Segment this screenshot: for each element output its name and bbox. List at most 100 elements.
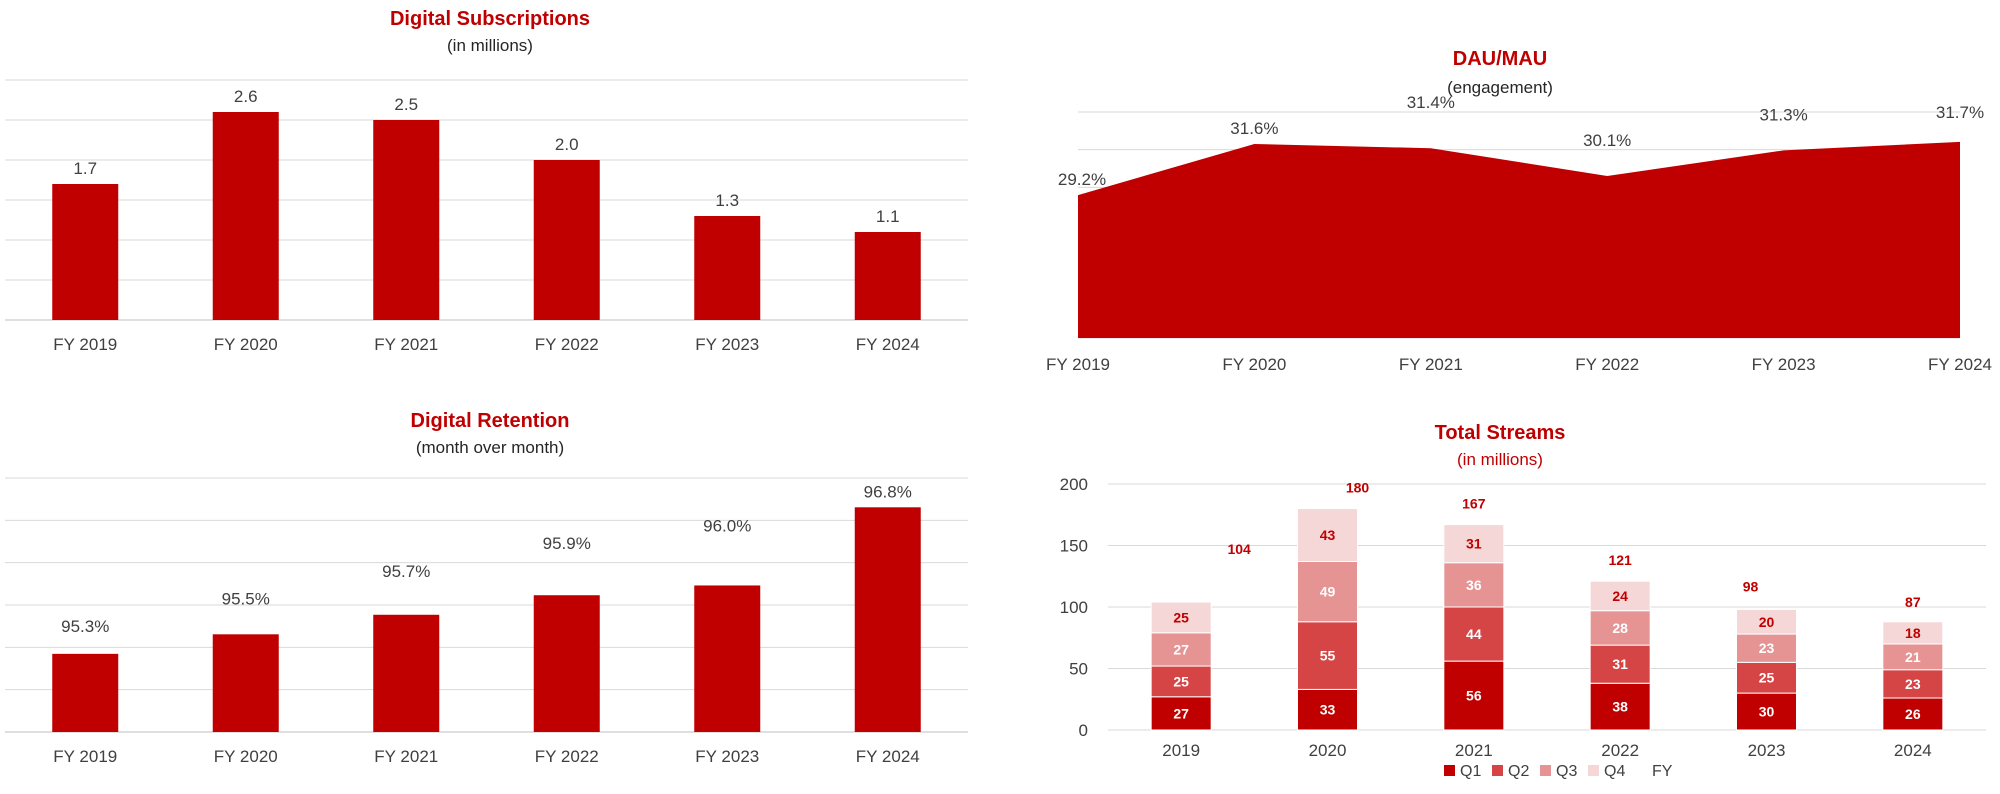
retention-plot: 95.3% FY 2019 95.5% FY 2020 95.7% FY 2021 95.9…	[5, 477, 968, 766]
x-tick-label: 2020	[1309, 741, 1347, 760]
bar	[694, 585, 761, 732]
bar	[212, 634, 279, 732]
legend-label: Q3	[1556, 763, 1577, 780]
x-tick-label: 2019	[1162, 741, 1200, 760]
data-label: 95.5%	[222, 589, 270, 608]
bar-segment-q1	[1882, 697, 1944, 731]
bar-segment-q1	[1150, 696, 1212, 731]
data-label: 2.0	[555, 135, 579, 154]
area-series	[1078, 141, 1960, 338]
legend-label: Q2	[1508, 763, 1529, 780]
bar-segment-q4	[1589, 580, 1651, 612]
subs-title: Digital Subscriptions	[389, 8, 591, 30]
segment-label: 33	[1320, 702, 1336, 718]
bar	[694, 216, 761, 320]
bar	[533, 595, 600, 732]
dau-subtitle: (engagement)	[1447, 78, 1553, 97]
x-tick-label: FY 2020	[214, 335, 278, 354]
x-tick-label: FY 2024	[856, 747, 920, 766]
streams-chart: Total Streams (in millions) 0 50 100 150 200…	[1020, 400, 2000, 794]
segment-label: 27	[1173, 705, 1189, 721]
segment-label: 23	[1759, 640, 1775, 656]
segment-label: 44	[1466, 626, 1482, 642]
x-tick-label: FY 2024	[856, 335, 920, 354]
y-tick-label: 50	[1069, 660, 1088, 679]
segment-label: 31	[1612, 656, 1628, 672]
streams-title: Total Streams	[1434, 422, 1566, 444]
x-tick-label: 2021	[1455, 741, 1493, 760]
y-tick-label: 100	[1060, 598, 1088, 617]
segment-label: 30	[1759, 704, 1775, 720]
x-tick-label: 2024	[1894, 741, 1932, 760]
dau-chart: DAU/MAU (engagement) 29.2% FY 2019 31.6% FY…	[1020, 0, 2000, 390]
legend-label: Q1	[1460, 763, 1481, 780]
total-label: 180	[1346, 480, 1370, 496]
bar	[52, 184, 119, 320]
subs-chart: Digital Subscriptions (in millions) 1.7 F…	[0, 0, 980, 360]
data-label: 96.8%	[864, 482, 912, 501]
dau-title: DAU/MAU	[1452, 48, 1548, 70]
x-tick-label: FY 2022	[535, 335, 599, 354]
segment-label: 24	[1612, 588, 1628, 604]
bar-segment-q1	[1736, 692, 1797, 731]
segment-label: 38	[1612, 699, 1628, 715]
x-tick-label: FY 2021	[374, 747, 438, 766]
x-tick-label: FY 2021	[374, 335, 438, 354]
bar	[52, 653, 119, 732]
x-tick-label: FY 2020	[1222, 355, 1286, 374]
x-tick-label: FY 2023	[695, 335, 759, 354]
data-label: 95.9%	[543, 534, 591, 553]
data-label: 31.3%	[1759, 105, 1807, 124]
bar	[854, 507, 921, 732]
x-tick-label: 2023	[1748, 741, 1786, 760]
bar-segment-q4	[1882, 621, 1944, 645]
bar-segment-q1	[1297, 688, 1358, 731]
retention-chart: Digital Retention (month over month) 95.…	[0, 400, 980, 794]
segment-label: 18	[1905, 625, 1921, 641]
segment-label: 28	[1612, 620, 1628, 636]
y-tick-label: 150	[1060, 537, 1088, 556]
bar	[373, 120, 440, 320]
bar-segment-q4	[1443, 524, 1505, 564]
segment-label: 27	[1173, 641, 1189, 657]
segment-label: 26	[1905, 706, 1921, 722]
x-tick-label: FY 2020	[214, 747, 278, 766]
segment-label: 49	[1320, 584, 1336, 600]
bar-segment-q3	[1150, 632, 1212, 667]
y-tick-label: 200	[1060, 475, 1088, 494]
bar-segment-q3	[1589, 610, 1651, 646]
segment-label: 56	[1466, 688, 1482, 704]
segment-label: 21	[1905, 649, 1921, 665]
data-label: 31.4%	[1407, 93, 1455, 112]
x-tick-label: FY 2023	[1752, 355, 1816, 374]
streams-subtitle: (in millions)	[1457, 450, 1543, 469]
x-tick-label: FY 2024	[1928, 355, 1992, 374]
legend-label: Q4	[1604, 763, 1625, 780]
segment-label: 23	[1905, 676, 1921, 692]
bar-segment-q1	[1443, 660, 1505, 731]
total-label: 167	[1462, 496, 1486, 512]
data-label: 1.7	[73, 159, 97, 178]
total-label: 121	[1608, 552, 1632, 568]
segment-label: 25	[1173, 673, 1189, 689]
bar	[533, 160, 600, 320]
bar	[212, 112, 279, 320]
subs-plot: 1.7 FY 2019 2.6 FY 2020 2.5 FY 2021 2.0 FY 2022…	[5, 79, 968, 354]
x-tick-label: FY 2022	[535, 747, 599, 766]
legend-swatch	[1540, 765, 1551, 776]
x-tick-label: FY 2021	[1399, 355, 1463, 374]
retention-title: Digital Retention	[410, 410, 570, 432]
data-label: 31.6%	[1230, 119, 1278, 138]
data-label: 1.1	[876, 207, 900, 226]
data-label: 2.6	[234, 87, 258, 106]
bar-segment-q3	[1736, 633, 1797, 663]
bar-segment-q4	[1150, 601, 1212, 634]
segment-label: 36	[1466, 577, 1482, 593]
x-tick-label: FY 2022	[1575, 355, 1639, 374]
x-tick-label: FY 2019	[1046, 355, 1110, 374]
total-label: 104	[1227, 541, 1251, 557]
data-label: 96.0%	[703, 516, 751, 535]
data-label: 2.5	[394, 95, 418, 114]
retention-subtitle: (month over month)	[415, 438, 565, 457]
bar-segment-q1	[1589, 682, 1651, 731]
